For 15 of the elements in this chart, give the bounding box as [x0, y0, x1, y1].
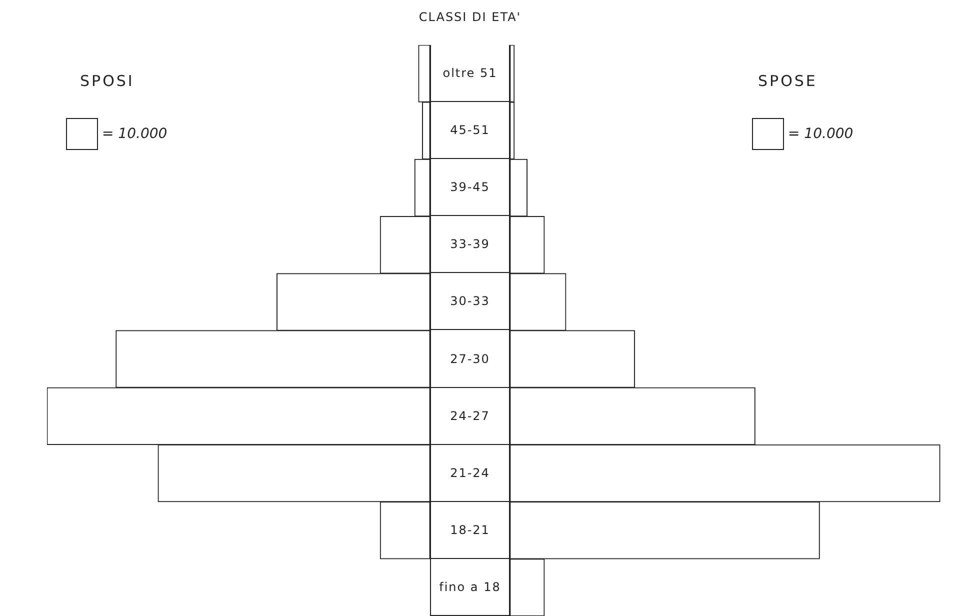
text: SPOSE: [758, 72, 818, 90]
annotation: = 10.000: [788, 126, 854, 142]
y-axis-title: CLASSI DI ETA': [418, 10, 522, 24]
y-tick-label: oltre 51: [430, 45, 510, 102]
annotation: = 10.000: [102, 126, 168, 142]
y-tick-label: 30-33: [430, 273, 510, 330]
y-tick-label: 21-24: [430, 444, 510, 502]
y-tick-label: 24-27: [430, 388, 510, 445]
y-tick-label: fino a 18: [430, 558, 510, 616]
y-tick-label: 33-39: [430, 216, 510, 274]
y-tick-label: 39-45: [430, 159, 510, 216]
y-tick-label: 18-21: [430, 502, 510, 559]
y-tick-label: 27-30: [430, 330, 510, 388]
text: SPOSI: [80, 72, 134, 90]
y-tick-label: 45-51: [430, 102, 510, 160]
